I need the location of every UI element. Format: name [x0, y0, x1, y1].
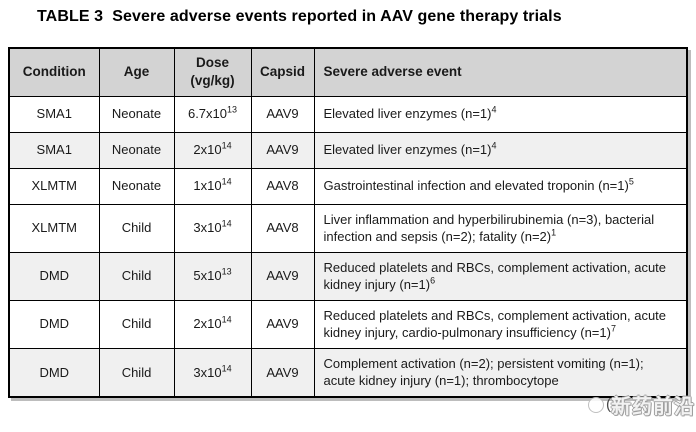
event-cell: Complement activation (n=2); persistent … [313, 347, 688, 398]
table-title: TABLE 3 Severe adverse events reported i… [37, 8, 562, 25]
watermark-paren: ( [606, 396, 611, 413]
adverse-events-table: Condition Age Dose (vg/kg) Capsid Severe adve… [8, 47, 688, 398]
column-header-severe-adverse-event: Severe adverse event [313, 47, 688, 97]
column-header-dose: Dose (vg/kg) [173, 47, 252, 97]
condition-cell: XLMTM [8, 167, 100, 205]
event-cell: Gastrointestinal infection and elevated … [313, 167, 688, 205]
column-header-condition: Condition [8, 47, 100, 97]
condition-cell: SMA1 [8, 95, 100, 133]
capsid-cell: AAV9 [250, 131, 315, 169]
event-cell: Elevated liver enzymes (n=1)4 [313, 95, 688, 133]
event-cell: Elevated liver enzymes (n=1)4 [313, 131, 688, 169]
table-row: XLMTM Neonate 1x1014 AAV8 Gastrointestinal i… [8, 167, 688, 205]
age-cell: Neonate [98, 167, 175, 205]
reference-number: 4 [491, 140, 497, 151]
age-cell: Child [98, 203, 175, 253]
column-header-age: Age [98, 47, 175, 97]
condition-cell: DMD [8, 347, 100, 398]
table-row: SMA1 Neonate 6.7x1013 AAV9 Elevated liver en… [8, 95, 688, 133]
capsid-cell: AAV8 [250, 167, 315, 205]
capsid-cell: AAV8 [250, 203, 315, 253]
age-cell: Child [98, 347, 175, 398]
dose-cell: 3x1014 [173, 347, 252, 398]
age-cell: Child [98, 299, 175, 349]
event-cell: Reduced platelets and RBCs, complement a… [313, 251, 688, 301]
capsid-cell: AAV9 [250, 251, 315, 301]
dose-cell: 1x1014 [173, 167, 252, 205]
reference-number: 1 [551, 227, 557, 238]
dose-cell: 2x1014 [173, 131, 252, 169]
capsid-cell: AAV9 [250, 299, 315, 349]
watermark-logo-icon [588, 396, 604, 413]
condition-cell: DMD [8, 299, 100, 349]
reference-number: 6 [430, 275, 436, 286]
dose-cell: 3x1014 [173, 203, 252, 253]
dose-exponent: 14 [221, 218, 232, 229]
header-row: Condition Age Dose (vg/kg) Capsid Severe adve… [8, 47, 688, 97]
age-cell: Child [98, 251, 175, 301]
age-cell: Neonate [98, 131, 175, 169]
condition-cell: SMA1 [8, 131, 100, 169]
capsid-cell: AAV9 [250, 95, 315, 133]
capsid-cell: AAV9 [250, 347, 315, 398]
dose-cell: 5x1013 [173, 251, 252, 301]
table-row: DMD Child 5x1013 AAV9 Reduced platelets and … [8, 251, 688, 301]
condition-cell: DMD [8, 251, 100, 301]
reference-number: 5 [628, 176, 634, 187]
dose-cell: 2x1014 [173, 299, 252, 349]
reference-number: 4 [491, 104, 497, 115]
dose-exponent: 13 [227, 104, 238, 115]
dose-exponent: 13 [221, 267, 232, 278]
table-row: XLMTM Child 3x1014 AAV8 Liver inflammation a… [8, 203, 688, 253]
event-cell: Liver inflammation and hyperbilirubinemi… [313, 203, 688, 253]
dose-exponent: 14 [221, 176, 232, 187]
event-cell: Reduced platelets and RBCs, complement a… [313, 299, 688, 349]
table-row: DMD Child 2x1014 AAV9 Reduced platelets and … [8, 299, 688, 349]
reference-number: 7 [610, 323, 616, 334]
condition-cell: XLMTM [8, 203, 100, 253]
table-row: DMD Child 3x1014 AAV9 Complement activation … [8, 347, 688, 398]
dose-exponent: 14 [221, 140, 232, 151]
dose-exponent: 14 [221, 315, 232, 326]
age-cell: Neonate [98, 95, 175, 133]
dose-cell: 6.7x1013 [173, 95, 252, 133]
dose-exponent: 14 [221, 363, 232, 374]
column-header-capsid: Capsid [250, 47, 315, 97]
table-row: SMA1 Neonate 2x1014 AAV9 Elevated liver enzy… [8, 131, 688, 169]
